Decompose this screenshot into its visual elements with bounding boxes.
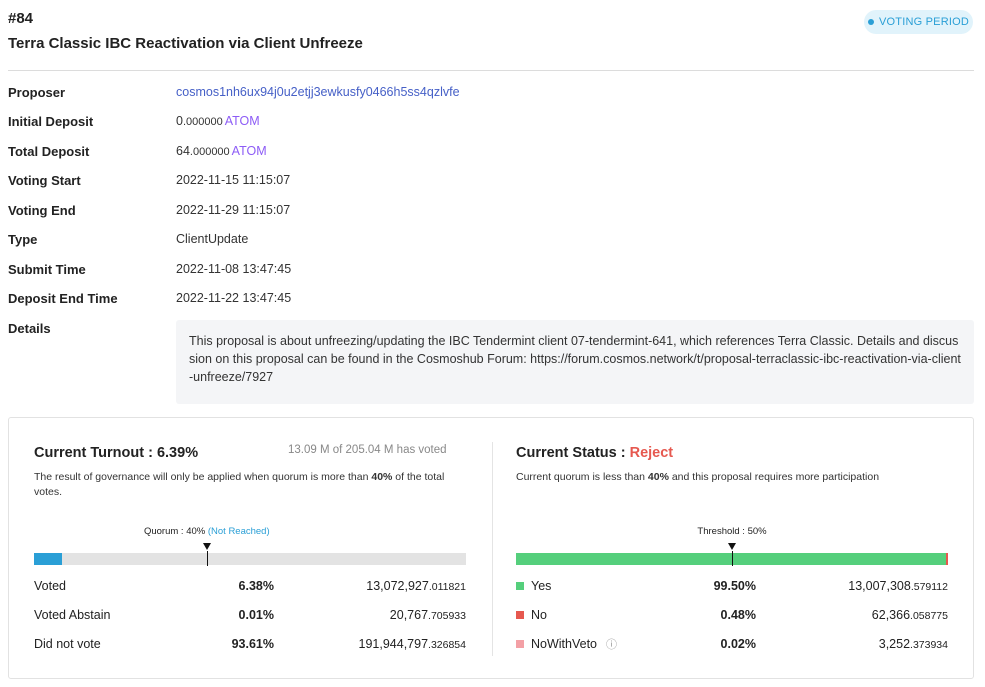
proposal-title: Terra Classic IBC Reactivation via Clien… bbox=[8, 35, 363, 52]
turnout-bar bbox=[34, 553, 466, 565]
submit-time-row: Submit Time 2022-11-08 13:47:45 bbox=[8, 259, 974, 279]
turnout-row-percent: 6.38% bbox=[238, 579, 274, 593]
turnout-row: Did not vote 93.61% 191,944,797.326854 bbox=[34, 635, 466, 653]
status-row-amount: 3,252.373934 bbox=[878, 637, 948, 651]
total-deposit-value: 64.000000 ATOM bbox=[176, 144, 267, 158]
status-row-percent: 99.50% bbox=[713, 579, 756, 593]
initial-deposit-value: 0.000000 ATOM bbox=[176, 114, 260, 128]
status-badge-label: VOTING PERIOD bbox=[879, 16, 969, 28]
status-row-amount: 62,366.058775 bbox=[871, 608, 948, 622]
no-bar-fill bbox=[945, 553, 948, 565]
quorum-marker-label: Quorum : 40% (Not Reached) bbox=[143, 526, 270, 537]
denom-label: ATOM bbox=[224, 114, 260, 128]
voting-start-row: Voting Start 2022-11-15 11:15:07 bbox=[8, 170, 974, 190]
proposer-address-link[interactable]: cosmos1nh6ux94j0u2etjj3ewkusfy0466h5ss4q… bbox=[176, 85, 460, 99]
header-divider bbox=[8, 70, 974, 71]
status-row: Yes 99.50% 13,007,308.579112 bbox=[516, 577, 948, 595]
turnout-row: Voted 6.38% 13,072,927.011821 bbox=[34, 577, 466, 595]
turnout-row-label: Voted Abstain bbox=[34, 608, 111, 622]
details-description: This proposal is about unfreezing/updati… bbox=[176, 320, 974, 404]
status-row-label: Yes bbox=[516, 579, 551, 593]
legend-swatch-icon bbox=[516, 611, 524, 619]
status-row-percent: 0.48% bbox=[720, 608, 756, 622]
initial-deposit-label: Initial Deposit bbox=[8, 113, 94, 129]
details-row: Details bbox=[8, 318, 974, 338]
threshold-marker-line bbox=[732, 551, 733, 566]
proposal-number: #84 bbox=[8, 10, 34, 27]
deposit-end-time-value: 2022-11-22 13:47:45 bbox=[176, 291, 292, 305]
proposer-label: Proposer bbox=[8, 84, 66, 100]
turnout-row-label: Did not vote bbox=[34, 637, 101, 651]
type-label: Type bbox=[8, 231, 38, 247]
turnout-row-amount: 191,944,797.326854 bbox=[358, 637, 466, 651]
status-row-amount: 13,007,308.579112 bbox=[848, 579, 948, 593]
status-row-label: No bbox=[516, 608, 547, 622]
threshold-marker-label: Threshold : 50% bbox=[697, 526, 767, 537]
turnout-bar-fill bbox=[34, 553, 62, 565]
status-title: Current Status : Reject bbox=[516, 445, 674, 461]
proposer-row: Proposer cosmos1nh6ux94j0u2etjj3ewkusfy0… bbox=[8, 82, 974, 102]
turnout-note: The result of governance will only be ap… bbox=[34, 471, 445, 498]
turnout-row-amount: 20,767.705933 bbox=[389, 608, 466, 622]
status-dot-icon bbox=[868, 19, 874, 25]
status-row-percent: 0.02% bbox=[720, 637, 756, 651]
status-badge: VOTING PERIOD bbox=[864, 10, 973, 34]
turnout-caption: 13.09 M of 205.04 M has voted bbox=[288, 444, 447, 456]
voting-summary-card: Current Turnout : 6.39% 13.09 M of 205.0… bbox=[8, 417, 974, 679]
type-row: Type ClientUpdate bbox=[8, 229, 974, 249]
quorum-marker-line bbox=[206, 551, 208, 566]
card-divider bbox=[492, 442, 493, 656]
turnout-row-label: Voted bbox=[34, 579, 66, 593]
deposit-end-time-row: Deposit End Time 2022-11-22 13:47:45 bbox=[8, 288, 974, 308]
status-note: Current quorum is less than 40% and this… bbox=[516, 471, 880, 483]
voting-end-label: Voting End bbox=[8, 202, 76, 218]
status-row-label: NoWithVeto ⓘ bbox=[516, 636, 617, 652]
voting-start-label: Voting Start bbox=[8, 172, 81, 188]
denom-label: ATOM bbox=[231, 144, 267, 158]
submit-time-label: Submit Time bbox=[8, 261, 86, 277]
quorum-marker-arrow-icon bbox=[202, 543, 211, 550]
deposit-end-time-label: Deposit End Time bbox=[8, 290, 118, 306]
total-deposit-row: Total Deposit 64.000000 ATOM bbox=[8, 141, 974, 161]
turnout-row-amount: 13,072,927.011821 bbox=[366, 579, 466, 593]
submit-time-value: 2022-11-08 13:47:45 bbox=[176, 262, 292, 276]
turnout-row-percent: 0.01% bbox=[238, 608, 274, 622]
turnout-row-percent: 93.61% bbox=[231, 637, 274, 651]
status-result: Reject bbox=[629, 445, 674, 461]
threshold-marker-arrow-icon bbox=[728, 543, 736, 550]
status-row: No 0.48% 62,366.058775 bbox=[516, 606, 948, 624]
turnout-row: Voted Abstain 0.01% 20,767.705933 bbox=[34, 606, 466, 624]
voting-end-value: 2022-11-29 11:15:07 bbox=[176, 203, 291, 217]
total-deposit-label: Total Deposit bbox=[8, 143, 90, 159]
turnout-title: Current Turnout : 6.39% bbox=[34, 445, 199, 461]
initial-deposit-row: Initial Deposit 0.000000 ATOM bbox=[8, 111, 974, 131]
status-row: NoWithVeto ⓘ 0.02% 3,252.373934 bbox=[516, 635, 948, 653]
voting-start-value: 2022-11-15 11:15:07 bbox=[176, 173, 291, 187]
legend-swatch-icon bbox=[516, 582, 524, 590]
quorum-status: (Not Reached) bbox=[207, 526, 270, 537]
type-value: ClientUpdate bbox=[176, 232, 249, 246]
details-label: Details bbox=[8, 320, 51, 336]
legend-swatch-icon bbox=[516, 640, 524, 648]
info-icon[interactable]: ⓘ bbox=[606, 639, 618, 651]
yes-bar-fill bbox=[516, 553, 946, 565]
voting-end-row: Voting End 2022-11-29 11:15:07 bbox=[8, 200, 974, 220]
